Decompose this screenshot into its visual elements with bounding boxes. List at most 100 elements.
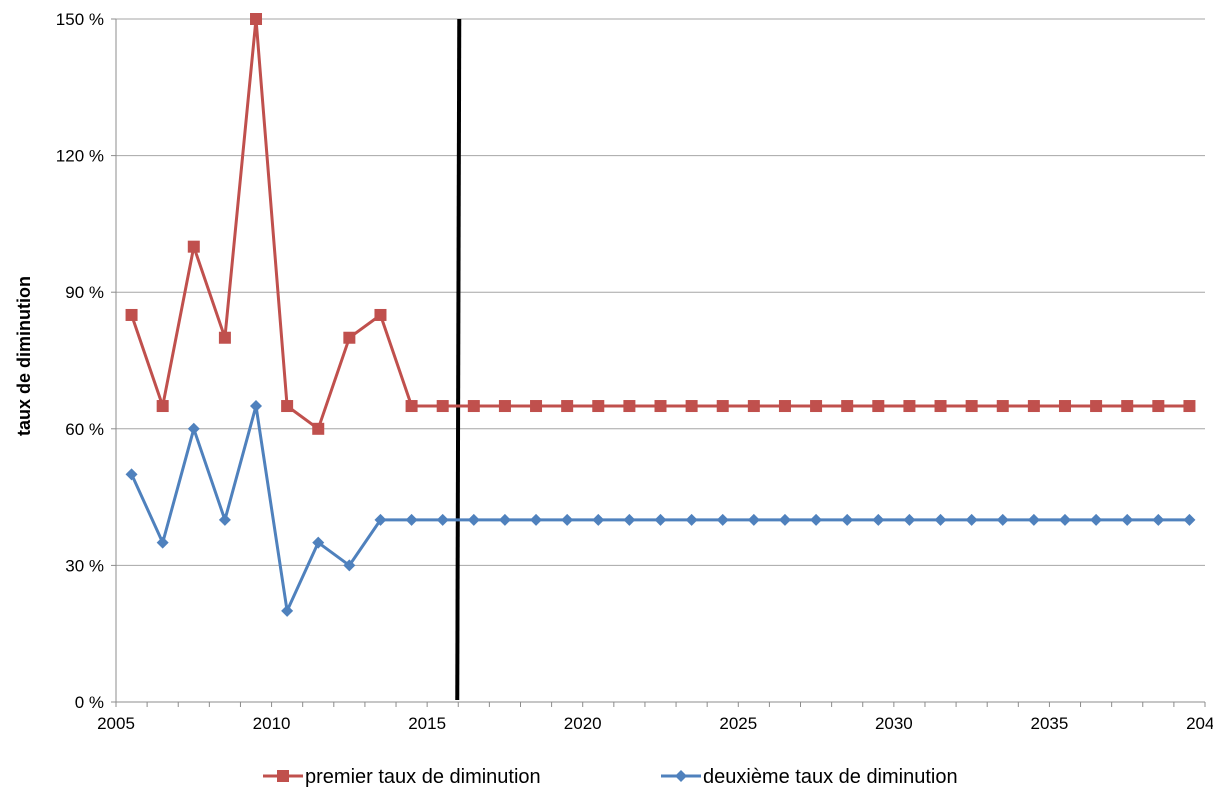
data-point <box>685 513 698 526</box>
data-point <box>592 400 605 413</box>
data-point <box>1027 513 1040 526</box>
legend-item: premier taux de diminution <box>263 766 541 788</box>
y-tick-label: 0 % <box>75 693 104 712</box>
data-point <box>810 513 823 526</box>
data-point <box>654 513 667 526</box>
y-tick-label: 30 % <box>65 556 104 575</box>
data-point <box>747 513 760 526</box>
data-point <box>498 513 511 526</box>
data-point <box>778 513 791 526</box>
legend-label: deuxième taux de diminution <box>703 766 958 788</box>
data-point <box>561 400 574 413</box>
data-point <box>343 559 356 572</box>
data-point <box>312 422 325 435</box>
data-point <box>436 400 449 413</box>
series-group <box>125 13 1196 617</box>
series-line <box>130 17 1190 431</box>
data-point <box>1058 400 1071 413</box>
data-point <box>996 513 1009 526</box>
x-tick-label: 2010 <box>253 714 291 733</box>
data-point <box>405 513 418 526</box>
data-point <box>841 400 854 413</box>
data-point <box>872 400 885 413</box>
data-point <box>1183 400 1196 413</box>
x-tick-label: 2040 <box>1186 714 1213 733</box>
data-point <box>277 770 289 782</box>
series-line <box>130 404 1190 613</box>
legend-label: premier taux de diminution <box>305 766 541 788</box>
data-point <box>716 400 729 413</box>
data-point <box>530 513 543 526</box>
data-point <box>125 308 138 321</box>
data-point <box>1152 400 1165 413</box>
x-tick-label: 2035 <box>1031 714 1069 733</box>
marker-line <box>455 18 462 701</box>
data-point <box>623 513 636 526</box>
data-point <box>965 400 978 413</box>
data-point <box>343 331 356 344</box>
data-point <box>841 513 854 526</box>
data-point <box>965 513 978 526</box>
vertical-marker-line <box>455 18 462 701</box>
data-point <box>281 604 294 617</box>
data-point <box>467 400 480 413</box>
data-point <box>374 513 387 526</box>
data-point <box>592 513 605 526</box>
y-tick-labels: 0 % 30 % 60 % 90 % 120 % 150 % <box>56 10 104 712</box>
data-point <box>675 770 687 782</box>
data-point <box>1058 513 1071 526</box>
data-point <box>810 400 823 413</box>
data-point <box>903 400 916 413</box>
data-point <box>187 240 200 253</box>
data-point <box>903 513 916 526</box>
data-point <box>250 400 263 413</box>
data-point <box>218 331 231 344</box>
data-point <box>125 468 138 481</box>
data-point <box>934 513 947 526</box>
data-point <box>498 400 511 413</box>
y-axis-title: taux de diminution <box>14 276 34 436</box>
data-point <box>405 400 418 413</box>
data-point <box>312 536 325 549</box>
data-point <box>1152 513 1165 526</box>
legend: premier taux de diminution deuxième taux … <box>263 766 958 788</box>
data-point <box>1090 400 1103 413</box>
x-tick-label: 2005 <box>97 714 135 733</box>
data-point <box>156 400 169 413</box>
data-point <box>187 422 200 435</box>
data-point <box>561 513 574 526</box>
y-tick-label: 90 % <box>65 283 104 302</box>
data-point <box>872 513 885 526</box>
gridlines <box>116 18 1205 566</box>
data-point <box>530 400 543 413</box>
data-point <box>778 400 791 413</box>
data-point <box>685 400 698 413</box>
data-point <box>1183 513 1196 526</box>
data-point <box>716 513 729 526</box>
data-point <box>934 400 947 413</box>
series-1 <box>125 13 1196 435</box>
x-tick-label: 2025 <box>719 714 757 733</box>
data-point <box>374 308 387 321</box>
data-point <box>281 400 294 413</box>
x-tick-labels: 2005 2010 2015 2020 2025 2030 2035 2040 <box>97 714 1213 733</box>
data-point <box>218 513 231 526</box>
data-point <box>623 400 636 413</box>
data-point <box>1090 513 1103 526</box>
x-tick-label: 2020 <box>564 714 602 733</box>
data-point <box>654 400 667 413</box>
y-tick-label: 150 % <box>56 10 104 29</box>
legend-item: deuxième taux de diminution <box>661 766 958 788</box>
data-point <box>996 400 1009 413</box>
data-point <box>1121 400 1134 413</box>
data-point <box>1027 400 1040 413</box>
y-tick-label: 120 % <box>56 147 104 166</box>
axes <box>111 18 1206 707</box>
data-point <box>156 536 169 549</box>
x-tick-label: 2015 <box>408 714 446 733</box>
x-tick-label: 2030 <box>875 714 913 733</box>
series-2 <box>125 400 1196 617</box>
y-tick-label: 60 % <box>65 420 104 439</box>
data-point <box>436 513 449 526</box>
